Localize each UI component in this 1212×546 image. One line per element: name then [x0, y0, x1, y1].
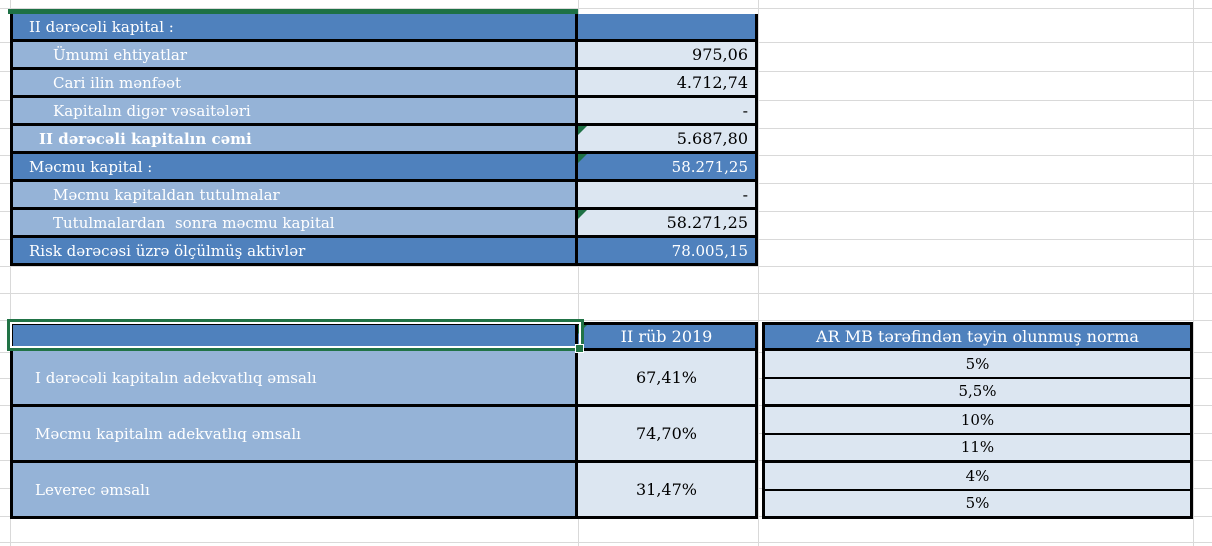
row-value[interactable]: 78.005,15 [578, 238, 755, 263]
fill-handle-icon[interactable] [575, 344, 584, 353]
table-row: Cari ilin mənfəət 4.712,74 [13, 70, 755, 98]
norm-block: 10% 11% [765, 407, 1190, 463]
row-label[interactable]: Məcmu kapitalın adekvatlıq əmsalı [13, 407, 578, 460]
adequacy-ratios-table: II rüb 2019 I dərəcəli kapitalın adekvat… [10, 322, 758, 519]
norm-cell[interactable]: 5% [765, 490, 1190, 516]
table-row: Risk dərəcəsi üzrə ölçülmüş aktivlər 78.… [13, 238, 755, 263]
row-value[interactable]: 67,41% [578, 351, 755, 404]
table-row: Məcmu kapitalın adekvatlıq əmsalı 74,70% [13, 407, 755, 463]
row-label[interactable]: I dərəcəli kapitalın adekvatlıq əmsalı [13, 351, 578, 404]
table-row: Leverec əmsalı 31,47% [13, 463, 755, 516]
capital-structure-table: II dərəcəli kapital : Ümumi ehtiyatlar 9… [10, 14, 758, 266]
period-header-text: II rüb 2019 [620, 327, 713, 346]
row-label[interactable]: II dərəcəli kapital : [13, 14, 578, 39]
row-value[interactable]: 58.271,25 [578, 154, 755, 179]
row-label[interactable]: Leverec əmsalı [13, 463, 578, 516]
row-value[interactable]: 31,47% [578, 463, 755, 516]
row-label[interactable]: Məcmu kapital : [13, 154, 578, 179]
row-value[interactable]: - [578, 98, 755, 123]
row-value[interactable]: 975,06 [578, 42, 755, 67]
error-indicator-icon [578, 126, 587, 135]
value-text: 58.271,25 [666, 213, 748, 232]
table-row: Məcmu kapital : 58.271,25 [13, 154, 755, 182]
norm-cell[interactable]: 4% [765, 463, 1190, 491]
norm-block: 4% 5% [765, 463, 1190, 516]
table-row: Kapitalın digər vəsaitələri - [13, 98, 755, 126]
table-row: Ümumi ehtiyatlar 975,06 [13, 42, 755, 70]
adequacy-norms-table: AR MB tərəfindən təyin olunmuş norma 5% … [762, 322, 1193, 519]
norm-cell[interactable]: 10% [765, 407, 1190, 435]
row-label[interactable]: Risk dərəcəsi üzrə ölçülmüş aktivlər [13, 238, 578, 263]
norm-cell[interactable]: 5,5% [765, 378, 1190, 404]
row-label[interactable]: Tutulmalardan sonra məcmu kapital [13, 210, 578, 235]
row-value[interactable]: 5.687,80 [578, 126, 755, 151]
value-text: 58.271,25 [671, 157, 748, 176]
table-row: I dərəcəli kapitalın adekvatlıq əmsalı 6… [13, 351, 755, 407]
norm-block: 5% 5,5% [765, 351, 1190, 407]
period-header-cell[interactable]: II rüb 2019 [578, 325, 755, 348]
row-value[interactable]: 58.271,25 [578, 210, 755, 235]
table-row: Məcmu kapitaldan tutulmalar - [13, 182, 755, 210]
row-value[interactable]: 74,70% [578, 407, 755, 460]
green-top-border [8, 9, 578, 14]
row-value[interactable]: 4.712,74 [578, 70, 755, 95]
table-row: II dərəcəli kapital : [13, 14, 755, 42]
norm-header-cell[interactable]: AR MB tərəfindən təyin olunmuş norma [765, 325, 1190, 351]
selected-cell[interactable] [13, 325, 578, 348]
norm-cell[interactable]: 5% [765, 351, 1190, 379]
row-label[interactable]: Cari ilin mənfəət [13, 70, 578, 95]
row-label[interactable]: Məcmu kapitaldan tutulmalar [13, 182, 578, 207]
norm-cell[interactable]: 11% [765, 434, 1190, 460]
table-row: Tutulmalardan sonra məcmu kapital 58.271… [13, 210, 755, 238]
error-indicator-icon [578, 210, 587, 219]
value-text: 5.687,80 [676, 129, 748, 148]
row-label[interactable]: Kapitalın digər vəsaitələri [13, 98, 578, 123]
table-row: II dərəcəli kapitalın cəmi 5.687,80 [13, 126, 755, 154]
cell-selection-border[interactable] [7, 319, 584, 353]
row-value[interactable]: - [578, 182, 755, 207]
row-label[interactable]: Ümumi ehtiyatlar [13, 42, 578, 67]
row-value[interactable] [578, 14, 755, 39]
row-label[interactable]: II dərəcəli kapitalın cəmi [13, 126, 578, 151]
error-indicator-icon [578, 154, 587, 163]
